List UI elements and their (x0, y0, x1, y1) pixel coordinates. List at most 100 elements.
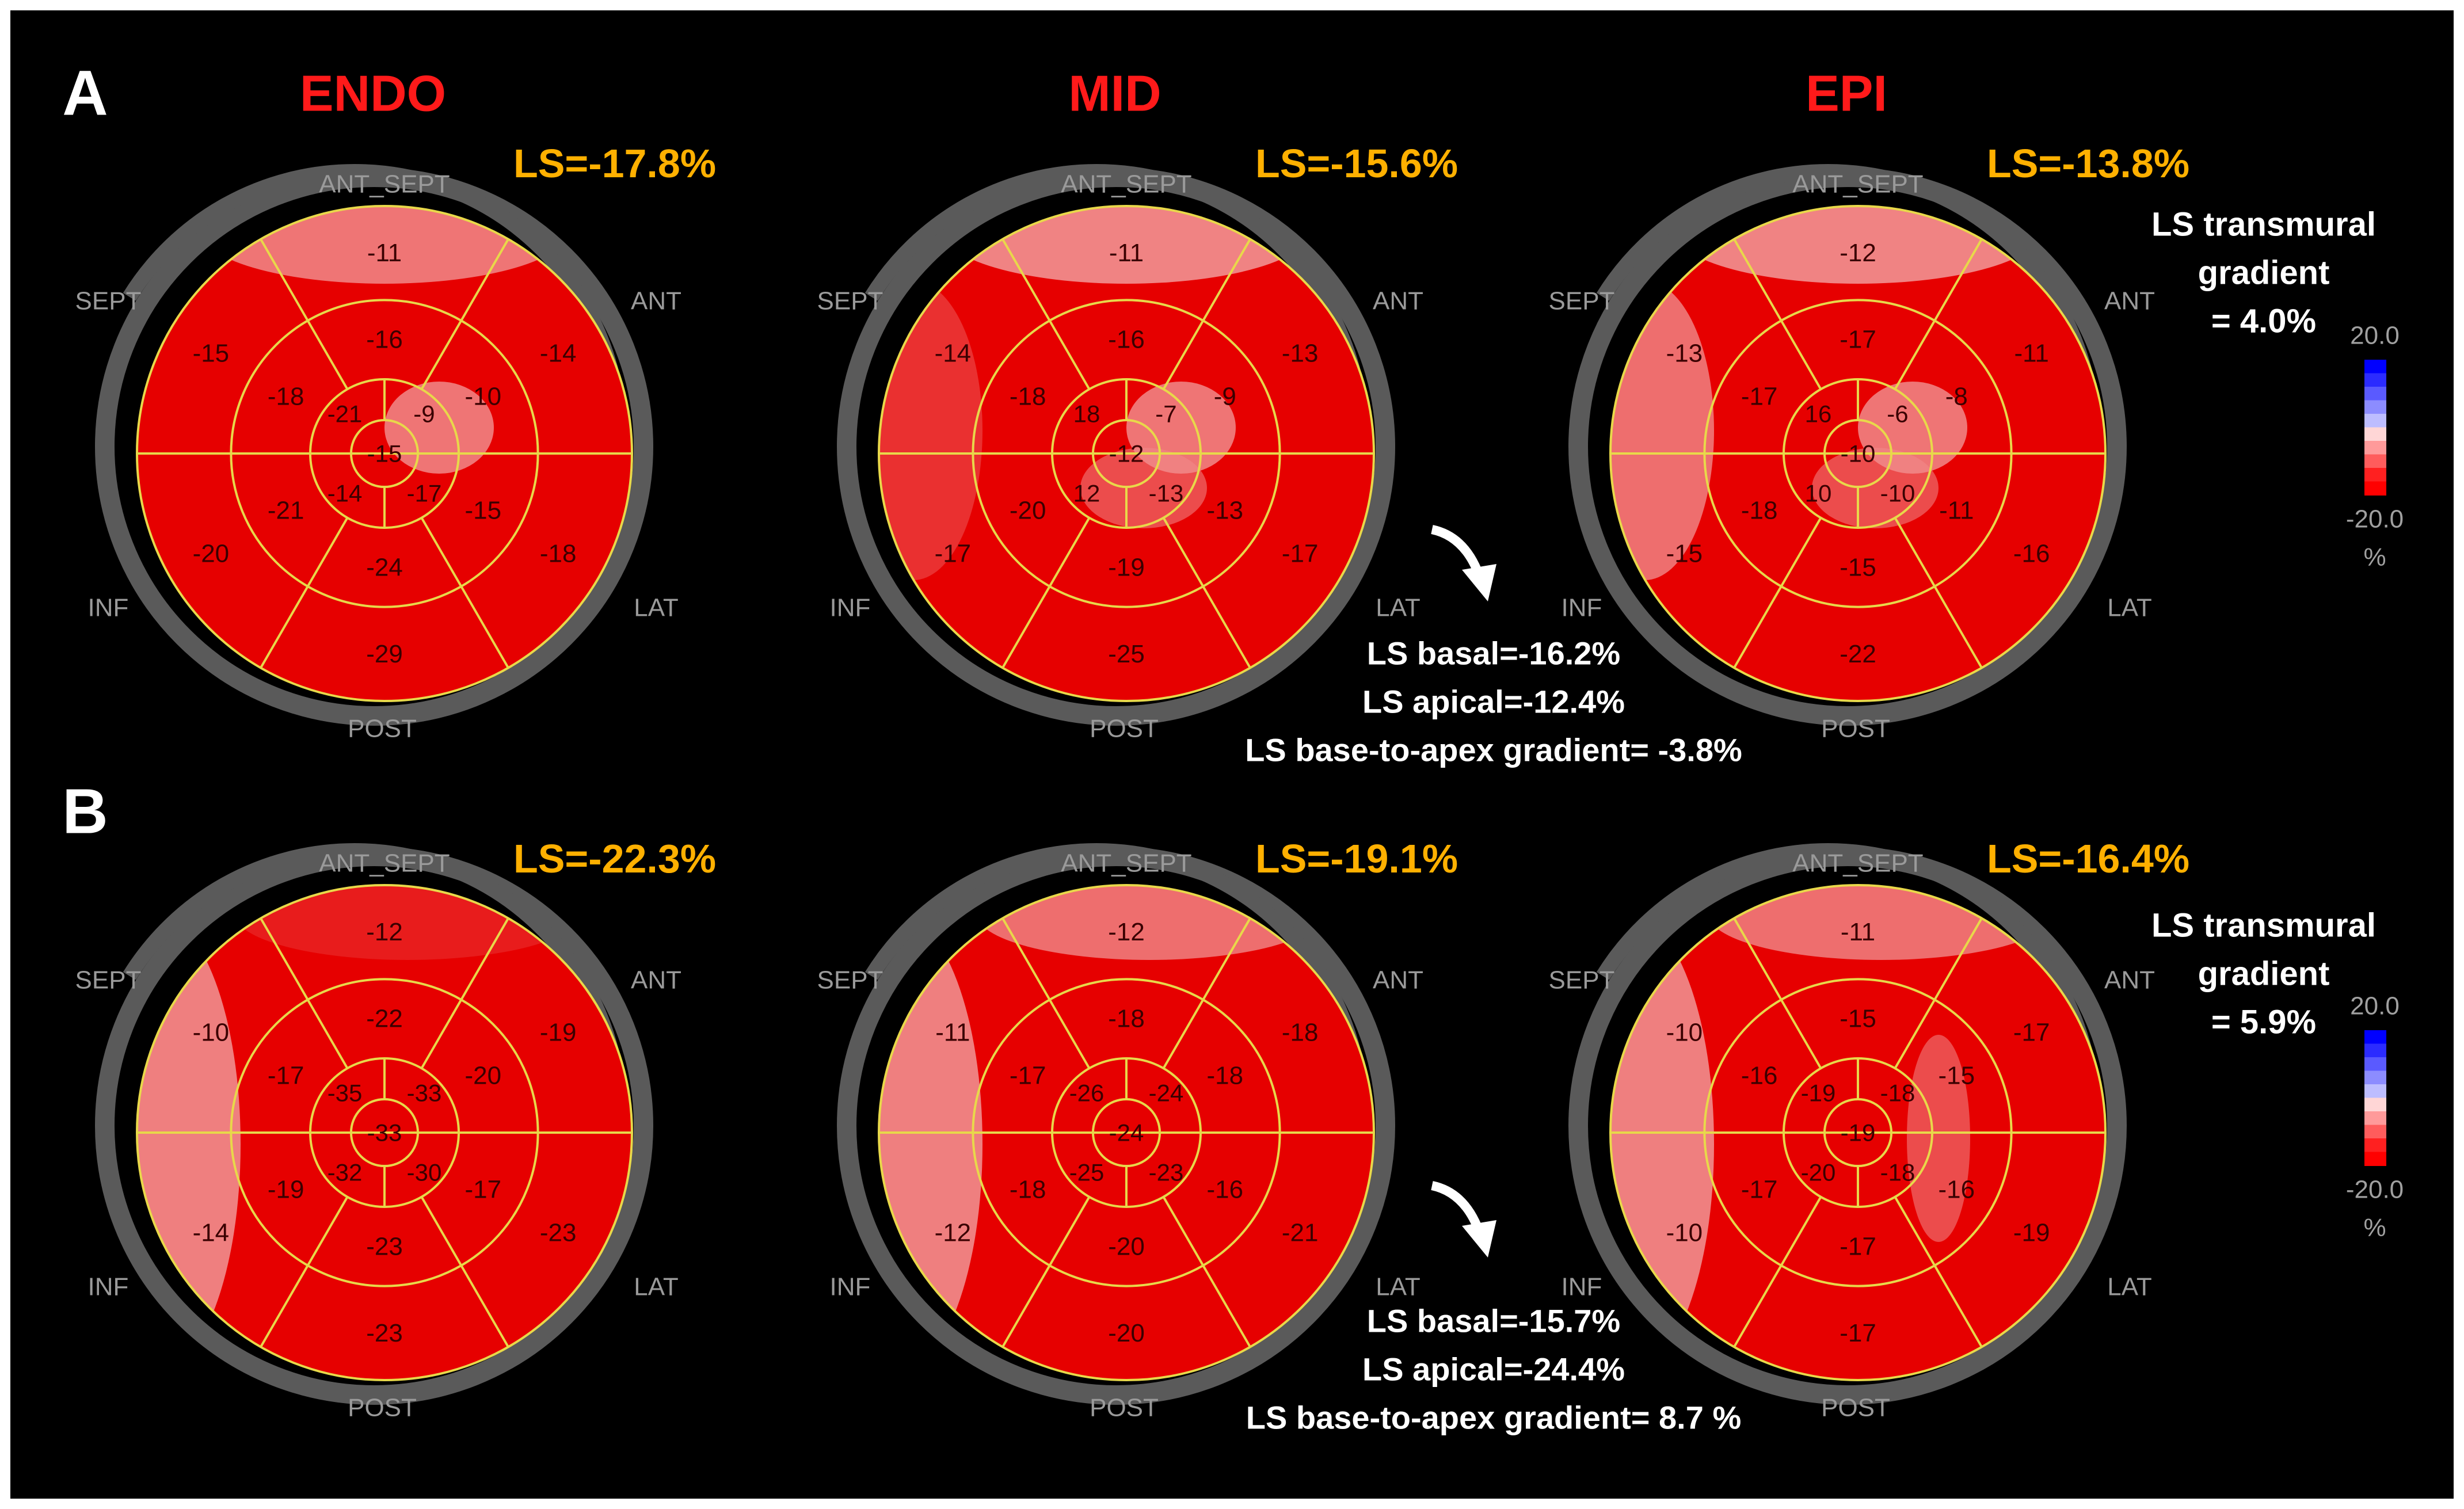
segment-grid (136, 884, 633, 1381)
apical-segment-value: -25 (1069, 1159, 1105, 1186)
basal-segment-value: -17 (2013, 1018, 2050, 1046)
wall-label-sept: SEPT (1549, 966, 1615, 994)
mid-segment-value: -21 (268, 496, 304, 524)
basal-segment-value: -11 (2014, 339, 2048, 367)
wall-label-ant: ANT (631, 287, 681, 315)
apical-segment-value: -21 (327, 401, 363, 428)
apical-segment-value: -20 (1801, 1159, 1836, 1186)
color-scale-band (2364, 1111, 2386, 1126)
apex-segment-value: -12 (1109, 440, 1144, 467)
base-apex-summary: LS basal=-16.2% LS apical=-12.4% LS base-t… (1245, 635, 1742, 768)
base-apex-summary: LS basal=-15.7% LS apical=-24.4% LS base-t… (1246, 1303, 1741, 1436)
wall-label-ant-sept: ANT_SEPT (1061, 170, 1191, 199)
bullseye-a-3: -12 -11 -16 -22 -15 -13 -17 -8 -11 -15 -18 -17 -6 -10… (1549, 65, 2190, 743)
wall-label-inf: INF (830, 594, 871, 622)
mid-segment-value: -15 (1939, 1062, 1975, 1090)
wall-label-lat: LAT (2107, 1273, 2151, 1301)
gradient-text: gradient (2198, 254, 2330, 292)
mid-segment-value: -20 (465, 1062, 502, 1090)
segment-grid (878, 884, 1375, 1381)
basal-segment-value: -19 (540, 1018, 577, 1046)
pale-region (1610, 281, 1714, 580)
basal-segment-value: -16 (2013, 540, 2050, 568)
pale-region (1907, 1035, 1970, 1242)
mid-segment-value: -17 (465, 1175, 502, 1203)
mid-segment-value: -17 (268, 1062, 304, 1090)
divider-line (1001, 1196, 1091, 1348)
arrow-icon (1431, 1181, 1496, 1258)
summary-line: LS base-to-apex gradient= 8.7 % (1246, 1400, 1741, 1436)
summary-line: LS base-to-apex gradient= -3.8% (1245, 732, 1742, 768)
color-scale-band (2364, 373, 2386, 387)
wall-label-sept: SEPT (1549, 287, 1615, 315)
apex-segment-value: -15 (367, 440, 402, 467)
apex-segment-value: -10 (1841, 440, 1876, 467)
divider-line (260, 1196, 349, 1348)
arrow-shaft (1431, 525, 1484, 577)
wall-label-ant-sept: ANT_SEPT (319, 849, 450, 878)
mid-segment-value: -24 (366, 553, 403, 581)
segment-grid (1609, 884, 2107, 1381)
apical-segment-value: -23 (1149, 1159, 1184, 1186)
basal-segment-value: -17 (935, 540, 972, 568)
mid-segment-value: -17 (1010, 1062, 1046, 1090)
apical-segment-value: -18 (1880, 1080, 1915, 1107)
apical-segment-value: 16 (1805, 401, 1832, 428)
bullseye-b-1: -12-19-23-23-14-10 -22-20-17-23-19-17-33-… (75, 836, 717, 1422)
arrow-icon (1431, 525, 1496, 601)
mid-segment-value: -20 (1108, 1232, 1145, 1260)
mid-segment-value: -18 (1010, 1175, 1046, 1203)
apex-segment-value: -24 (1109, 1119, 1144, 1146)
summary-line: LS apical=-12.4% (1362, 684, 1625, 720)
apical-segment-value: -24 (1149, 1080, 1184, 1107)
bullseye-b-2: -12-18-21-20-12-11 -18-18-16-20-18-17-24-… (817, 836, 1458, 1422)
gradient-text: = 5.9% (2211, 1004, 2316, 1041)
color-scale-min: -20.0 (2346, 505, 2404, 534)
pale-region (199, 206, 570, 284)
arrow-head (1462, 564, 1496, 601)
ls-value: LS=-22.3% (513, 836, 716, 881)
divider-line (1001, 238, 1091, 390)
wall-label-inf: INF (1562, 594, 1602, 622)
color-scale-band (2364, 427, 2386, 441)
basal-segment-value: -17 (1282, 540, 1319, 568)
wall-label-ant-sept: ANT_SEPT (319, 170, 450, 199)
layer-label-epi: EPI (1806, 65, 1887, 122)
mid-segment-value: -13 (1207, 496, 1244, 524)
pale-region (137, 914, 241, 1374)
wall-label-ant: ANT (2104, 287, 2155, 315)
color-scale-max: 20.0 (2350, 992, 2400, 1020)
wall-label-ant-sept: ANT_SEPT (1061, 849, 1191, 878)
wall-label-post: POST (1821, 715, 1890, 743)
apical-segment-value: -6 (1887, 401, 1908, 428)
wall-label-ant: ANT (2104, 966, 2155, 994)
summary-line: LS basal=-15.7% (1367, 1303, 1620, 1339)
apical-segment-value: -19 (1801, 1080, 1836, 1107)
mid-segment-value: -9 (1214, 383, 1236, 411)
mid-segment-value: -15 (465, 496, 502, 524)
divider-line (420, 238, 509, 390)
basal-segment-value: -14 (193, 1219, 230, 1247)
wall-label-lat: LAT (634, 594, 678, 622)
segment-grid (136, 205, 633, 702)
apical-segment-value: 10 (1805, 479, 1832, 506)
basal-segment-value: -10 (1666, 1018, 1703, 1046)
ls-value: LS=-15.6% (1255, 141, 1458, 186)
basal-segment-value: -14 (540, 339, 577, 367)
pale-region (879, 914, 982, 1374)
divider-line (1001, 917, 1091, 1069)
basal-segment-value: -12 (366, 918, 403, 946)
wall-label-inf: INF (1562, 1273, 1602, 1301)
apical-segment-value: -35 (327, 1080, 363, 1107)
divider-line (1894, 517, 1983, 669)
divider-line (1733, 917, 1822, 1069)
mid-segment-value: -18 (1108, 1005, 1145, 1033)
wall-label-ant: ANT (1373, 966, 1423, 994)
wall-label-ant: ANT (1373, 287, 1423, 315)
mid-segment-value: -19 (1108, 553, 1145, 581)
wall-label-ant-sept: ANT_SEPT (1792, 170, 1923, 199)
layer-label-mid: MID (1068, 65, 1161, 122)
basal-segment-value: -14 (935, 339, 972, 367)
